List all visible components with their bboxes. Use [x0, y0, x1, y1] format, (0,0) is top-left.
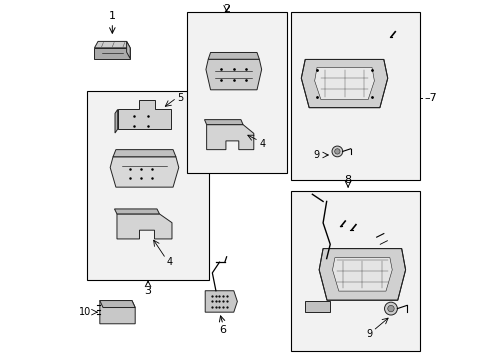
Bar: [87, 91, 208, 280]
Text: 6: 6: [219, 325, 226, 335]
Polygon shape: [118, 100, 171, 129]
Polygon shape: [110, 157, 179, 187]
Polygon shape: [314, 67, 374, 100]
Text: 3: 3: [144, 286, 151, 296]
Text: 1: 1: [109, 11, 116, 21]
Polygon shape: [205, 291, 237, 312]
Bar: [290, 12, 419, 180]
Polygon shape: [208, 53, 259, 59]
Polygon shape: [332, 258, 391, 291]
Polygon shape: [305, 301, 329, 312]
Polygon shape: [126, 41, 130, 59]
Text: 2: 2: [223, 4, 230, 14]
Polygon shape: [319, 249, 405, 300]
Text: 5: 5: [177, 93, 183, 103]
Polygon shape: [100, 301, 135, 324]
Polygon shape: [114, 209, 159, 214]
Text: 10: 10: [79, 307, 91, 317]
Bar: [290, 191, 419, 351]
Polygon shape: [204, 120, 243, 125]
Circle shape: [331, 146, 342, 157]
Circle shape: [387, 305, 393, 312]
Text: 4: 4: [259, 139, 265, 149]
Polygon shape: [205, 59, 261, 90]
Polygon shape: [94, 41, 130, 48]
Circle shape: [334, 149, 339, 154]
Text: –7: –7: [424, 93, 437, 103]
Circle shape: [384, 302, 397, 315]
Polygon shape: [206, 125, 253, 150]
Polygon shape: [113, 150, 176, 157]
Polygon shape: [301, 59, 387, 108]
Text: 9: 9: [366, 329, 372, 339]
Text: 8: 8: [344, 175, 351, 185]
Bar: [187, 12, 287, 173]
Text: 4: 4: [166, 257, 172, 267]
Polygon shape: [115, 109, 118, 133]
Text: 9: 9: [313, 150, 319, 160]
Polygon shape: [94, 48, 130, 59]
Polygon shape: [100, 301, 135, 307]
Polygon shape: [117, 214, 172, 239]
